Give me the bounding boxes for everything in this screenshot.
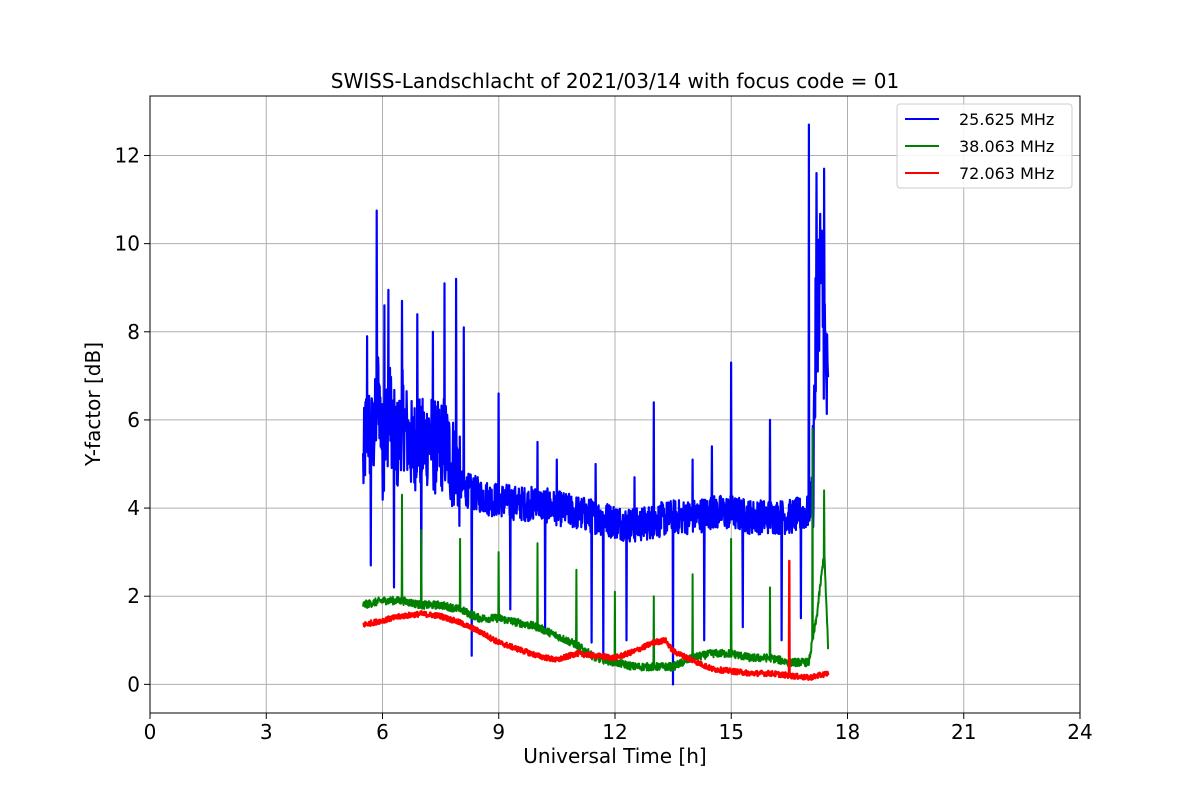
series-line-25-625-mhz: [362, 123, 830, 686]
legend-label: 38.063 MHz: [959, 137, 1054, 156]
x-tick-label: 24: [1067, 720, 1092, 744]
x-tick-label: 12: [602, 720, 627, 744]
x-tick-label: 6: [376, 720, 389, 744]
x-tick-label: 15: [719, 720, 744, 744]
y-tick-label: 2: [127, 584, 140, 608]
y-tick-label: 6: [127, 408, 140, 432]
x-tick-label: 9: [492, 720, 505, 744]
y-tick-label: 8: [127, 320, 140, 344]
y-tick-label: 12: [115, 143, 140, 167]
x-tick-label: 0: [144, 720, 157, 744]
legend-box: [896, 103, 1073, 189]
y-axis-label: Y-factor [dB]: [81, 342, 105, 467]
y-tick-label: 4: [127, 496, 140, 520]
y-tick-label: 10: [115, 232, 140, 256]
series-line-72-063-mhz: [362, 559, 830, 681]
legend-label: 25.625 MHz: [959, 110, 1054, 129]
x-axis-label: Universal Time [h]: [523, 744, 706, 768]
series-layer: [362, 123, 830, 686]
y-tick-label: 0: [127, 672, 140, 696]
x-tick-label: 21: [951, 720, 976, 744]
chart-title: SWISS-Landschlacht of 2021/03/14 with fo…: [331, 69, 899, 93]
legend: 25.625 MHz 38.063 MHz 72.063 MHz: [896, 103, 1073, 189]
x-tick-label: 18: [835, 720, 860, 744]
x-tick-label: 3: [260, 720, 273, 744]
legend-label: 72.063 MHz: [959, 164, 1054, 183]
